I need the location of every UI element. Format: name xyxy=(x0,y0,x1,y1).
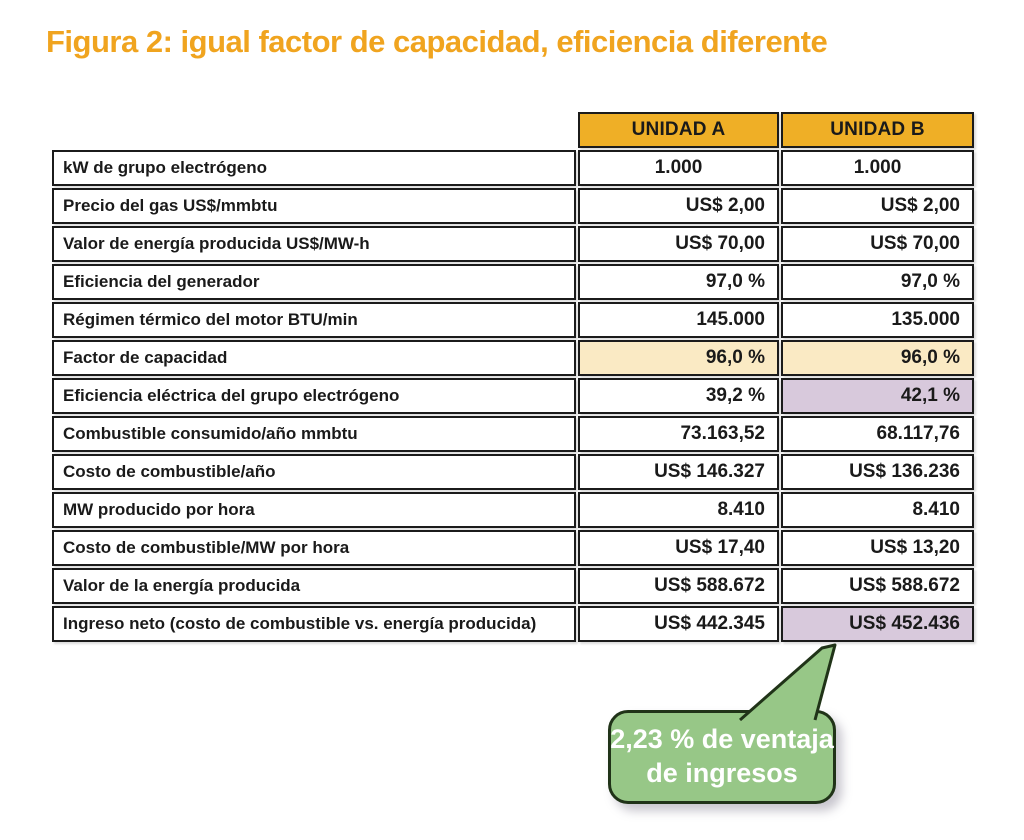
row-label: Eficiencia eléctrica del grupo electróge… xyxy=(52,378,576,414)
value-a: US$ 442.345 xyxy=(578,606,779,642)
value-b: 8.410 xyxy=(781,492,974,528)
row-label: Ingreso neto (costo de combustible vs. e… xyxy=(52,606,576,642)
value-b: 68.117,76 xyxy=(781,416,974,452)
value-a-highlighted: 96,0 % xyxy=(578,340,779,376)
table-row: Valor de la energía producida US$ 588.67… xyxy=(52,568,974,604)
callout-tail-pointer xyxy=(739,643,837,722)
unit-a-header: UNIDAD A xyxy=(578,112,779,148)
figure-title: Figura 2: igual factor de capacidad, efi… xyxy=(46,24,828,59)
value-b-highlighted: 96,0 % xyxy=(781,340,974,376)
value-b: US$ 70,00 xyxy=(781,226,974,262)
header-spacer xyxy=(52,112,576,148)
row-label: Eficiencia del generador xyxy=(52,264,576,300)
value-a: 97,0 % xyxy=(578,264,779,300)
value-b: 135.000 xyxy=(781,302,974,338)
row-label: Régimen térmico del motor BTU/min xyxy=(52,302,576,338)
table-row: Costo de combustible/año US$ 146.327 US$… xyxy=(52,454,974,490)
value-a: US$ 588.672 xyxy=(578,568,779,604)
value-b-highlighted: US$ 452.436 xyxy=(781,606,974,642)
value-a: US$ 17,40 xyxy=(578,530,779,566)
table-row: Precio del gas US$/mmbtu US$ 2,00 US$ 2,… xyxy=(52,188,974,224)
row-label: Combustible consumido/año mmbtu xyxy=(52,416,576,452)
unit-b-header: UNIDAD B xyxy=(781,112,974,148)
header-row: UNIDAD A UNIDAD B xyxy=(52,112,974,148)
table-row: Combustible consumido/año mmbtu 73.163,5… xyxy=(52,416,974,452)
table-row: MW producido por hora 8.410 8.410 xyxy=(52,492,974,528)
value-b: 1.000 xyxy=(781,150,974,186)
row-label: MW producido por hora xyxy=(52,492,576,528)
row-label: kW de grupo electrógeno xyxy=(52,150,576,186)
table-row: Eficiencia del generador 97,0 % 97,0 % xyxy=(52,264,974,300)
value-a: 73.163,52 xyxy=(578,416,779,452)
table-row-electrical-efficiency: Eficiencia eléctrica del grupo electróge… xyxy=(52,378,974,414)
value-b: US$ 2,00 xyxy=(781,188,974,224)
value-a: US$ 70,00 xyxy=(578,226,779,262)
row-label: Valor de la energía producida xyxy=(52,568,576,604)
row-label: Valor de energía producida US$/MW-h xyxy=(52,226,576,262)
callout-bubble: 2,23 % de ventaja de ingresos xyxy=(608,710,836,804)
value-b: US$ 136.236 xyxy=(781,454,974,490)
value-a: 39,2 % xyxy=(578,378,779,414)
value-b: 97,0 % xyxy=(781,264,974,300)
value-a: 8.410 xyxy=(578,492,779,528)
value-a: US$ 146.327 xyxy=(578,454,779,490)
row-label: Factor de capacidad xyxy=(52,340,576,376)
value-a: US$ 2,00 xyxy=(578,188,779,224)
callout-text-line1: 2,23 % de ventaja xyxy=(610,724,834,755)
value-b-highlighted: 42,1 % xyxy=(781,378,974,414)
value-b: US$ 13,20 xyxy=(781,530,974,566)
table-row: kW de grupo electrógeno 1.000 1.000 xyxy=(52,150,974,186)
table-row: Costo de combustible/MW por hora US$ 17,… xyxy=(52,530,974,566)
comparison-table: UNIDAD A UNIDAD B kW de grupo electrógen… xyxy=(50,110,976,644)
value-a: 145.000 xyxy=(578,302,779,338)
row-label: Costo de combustible/año xyxy=(52,454,576,490)
value-a: 1.000 xyxy=(578,150,779,186)
table-row-capacity-factor: Factor de capacidad 96,0 % 96,0 % xyxy=(52,340,974,376)
value-b: US$ 588.672 xyxy=(781,568,974,604)
table-row: Régimen térmico del motor BTU/min 145.00… xyxy=(52,302,974,338)
callout-text-line2: de ingresos xyxy=(646,758,798,788)
table-row: Valor de energía producida US$/MW-h US$ … xyxy=(52,226,974,262)
row-label: Costo de combustible/MW por hora xyxy=(52,530,576,566)
table-row-net-income: Ingreso neto (costo de combustible vs. e… xyxy=(52,606,974,642)
row-label: Precio del gas US$/mmbtu xyxy=(52,188,576,224)
